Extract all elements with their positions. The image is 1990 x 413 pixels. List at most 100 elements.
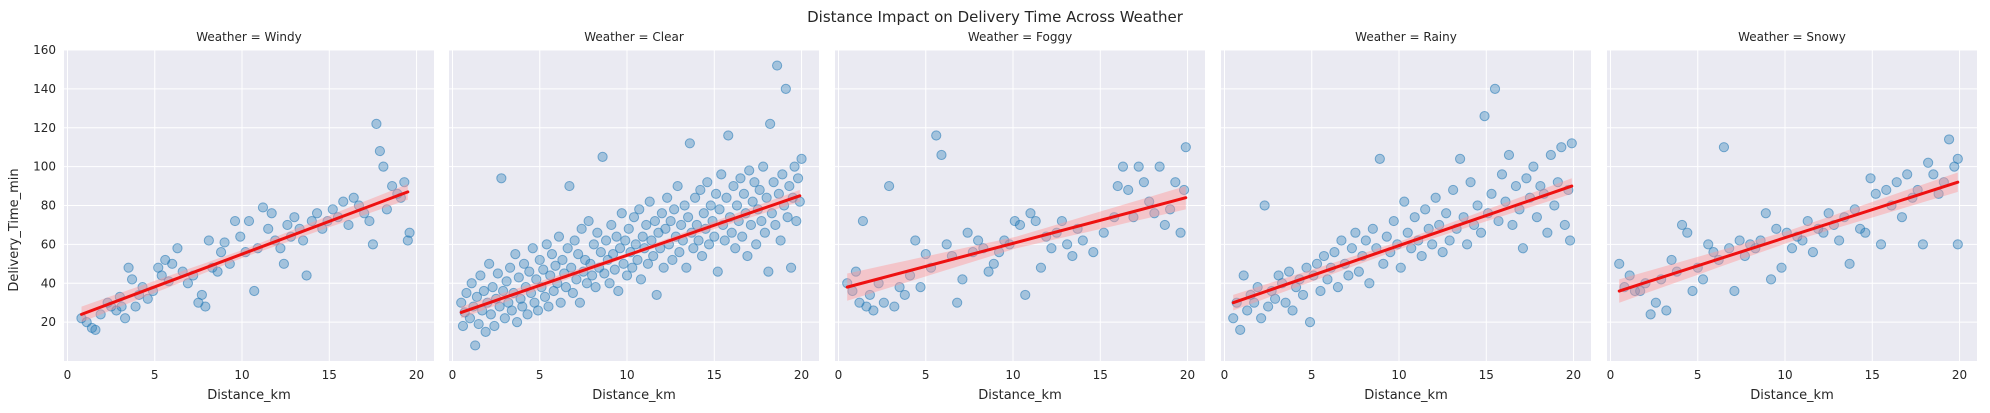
data-point: [404, 227, 415, 238]
data-point: [703, 239, 715, 250]
data-point: [1650, 297, 1661, 308]
data-point: [278, 258, 290, 269]
data-point: [1734, 235, 1745, 246]
data-point: [1507, 219, 1518, 231]
data-point: [1923, 157, 1934, 168]
data-point: [712, 266, 723, 277]
data-point: [90, 324, 101, 335]
data-point: [695, 184, 706, 196]
data-point: [702, 177, 713, 188]
data-point: [538, 264, 549, 275]
data-point: [1178, 184, 1190, 196]
data-point: [306, 215, 317, 227]
data-point: [562, 243, 573, 254]
data-point: [1117, 161, 1129, 172]
data-point: [1444, 235, 1455, 246]
data-point: [1549, 200, 1560, 211]
data-point: [541, 239, 552, 250]
data-point: [1881, 184, 1892, 196]
data-point: [494, 301, 505, 312]
data-point: [770, 219, 781, 231]
data-point: [674, 247, 685, 258]
data-point: [1252, 282, 1263, 293]
data-point: [1249, 297, 1260, 308]
data-point: [628, 212, 640, 223]
data-point: [1448, 184, 1459, 196]
data-point: [1353, 266, 1364, 277]
data-point: [1807, 247, 1819, 258]
data-point: [1123, 184, 1134, 196]
data-point: [506, 305, 517, 316]
data-point: [1067, 250, 1078, 262]
data-point: [510, 248, 521, 260]
data-point: [126, 274, 138, 285]
data-point: [1724, 243, 1735, 254]
data-point: [564, 180, 575, 192]
data-point: [1304, 317, 1316, 328]
data-point: [745, 219, 757, 231]
data-point: [1891, 177, 1902, 188]
data-point: [1860, 227, 1871, 238]
data-point: [456, 297, 467, 308]
data-point: [1559, 219, 1570, 231]
data-point: [580, 254, 591, 266]
data-point: [364, 215, 375, 227]
data-point: [691, 219, 702, 231]
x-tick-label: 5: [151, 368, 159, 382]
x-tick-label: 20: [1180, 368, 1195, 382]
data-point: [721, 192, 732, 203]
data-point: [1367, 223, 1378, 234]
data-point: [595, 247, 606, 258]
data-point: [1423, 223, 1434, 234]
data-point: [1765, 274, 1777, 285]
data-point: [1350, 227, 1361, 238]
data-point: [1270, 293, 1281, 304]
data-point: [111, 305, 122, 316]
data-point: [693, 235, 704, 246]
data-point: [1228, 313, 1239, 324]
data-point: [1416, 250, 1427, 262]
data-point: [651, 289, 662, 301]
data-point: [1703, 239, 1714, 250]
data-point: [850, 266, 862, 277]
data-point: [662, 192, 673, 203]
data-point: [1025, 208, 1036, 219]
data-point: [1430, 192, 1441, 203]
data-point: [899, 289, 910, 301]
data-point: [243, 215, 255, 227]
data-point: [1256, 313, 1267, 324]
data-point: [1834, 235, 1845, 246]
data-point: [782, 212, 793, 223]
data-point: [962, 227, 973, 238]
data-point: [371, 118, 382, 129]
data-point: [723, 130, 734, 141]
data-point: [461, 287, 472, 299]
data-point: [1917, 239, 1928, 250]
y-tick-label: 100: [33, 160, 56, 174]
data-point: [557, 254, 568, 266]
data-point: [298, 235, 309, 246]
data-point: [1503, 149, 1515, 161]
data-point: [957, 274, 968, 285]
data-point: [367, 239, 379, 250]
data-point: [1517, 243, 1529, 254]
data-point: [123, 262, 134, 273]
data-point: [182, 278, 194, 289]
data-point: [1928, 169, 1939, 180]
x-tick-label: 5: [1308, 368, 1316, 382]
data-point: [1035, 262, 1047, 273]
regression-line: [1231, 184, 1574, 305]
data-point: [772, 60, 783, 71]
data-point: [1154, 161, 1165, 172]
data-point: [219, 237, 230, 248]
data-point: [553, 231, 565, 242]
data-point: [726, 227, 737, 238]
facet-title: Weather = Rainy: [1355, 30, 1457, 44]
data-point: [1718, 142, 1730, 153]
data-point: [387, 180, 398, 192]
data-point: [683, 212, 694, 223]
data-point: [130, 301, 141, 312]
data-point: [709, 231, 720, 242]
data-point: [249, 285, 260, 297]
